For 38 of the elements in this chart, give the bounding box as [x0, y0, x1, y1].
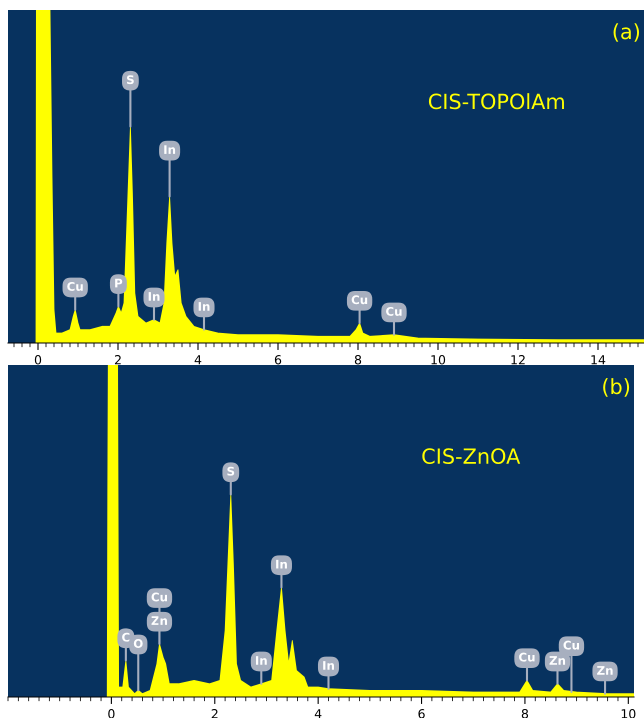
- annotation: In: [198, 302, 210, 311]
- annotation: Zn: [152, 616, 168, 625]
- annotation: S: [227, 466, 234, 476]
- annotation: Cu: [564, 640, 579, 650]
- annotation: CIS-ZnOA: [422, 448, 520, 464]
- annotation: Cu: [386, 306, 402, 316]
- annotation: P: [115, 278, 122, 288]
- annotation: In: [276, 560, 287, 568]
- x-tick-label: 14: [591, 355, 606, 364]
- x-tick-label: 6: [274, 355, 282, 364]
- x-tick-label: 12: [511, 355, 525, 364]
- annotation: Zn: [550, 656, 566, 665]
- x-tick-label: 6: [418, 709, 425, 718]
- annotation: In: [164, 145, 176, 154]
- annotation: Cu: [152, 592, 168, 602]
- annotation: Cu: [67, 282, 83, 291]
- annotation: Zn: [597, 666, 613, 675]
- annotation: S: [126, 75, 134, 84]
- annotation: C: [122, 632, 130, 642]
- x-tick-label: 4: [194, 355, 202, 364]
- x-tick-label: 4: [314, 709, 322, 718]
- annotation: (b): [603, 378, 630, 397]
- x-tick-label: 10: [431, 355, 446, 364]
- annotation: Cu: [352, 295, 368, 304]
- annotation: Cu: [519, 652, 535, 662]
- x-tick-label: 0: [34, 355, 42, 364]
- annotation: In: [323, 661, 334, 670]
- annotation: CIS-TOPOlAm: [428, 93, 564, 110]
- annotation: O: [134, 639, 143, 648]
- x-tick-label: 8: [522, 709, 528, 718]
- x-tick-label: 10: [622, 709, 636, 718]
- annotation: In: [148, 292, 160, 301]
- x-tick-label: 0: [108, 709, 115, 718]
- annotation: In: [256, 656, 267, 665]
- annotation: (a): [614, 23, 640, 42]
- x-tick-label: 2: [212, 709, 218, 718]
- x-tick-label: 8: [354, 355, 362, 364]
- x-tick-label: 2: [114, 355, 121, 364]
